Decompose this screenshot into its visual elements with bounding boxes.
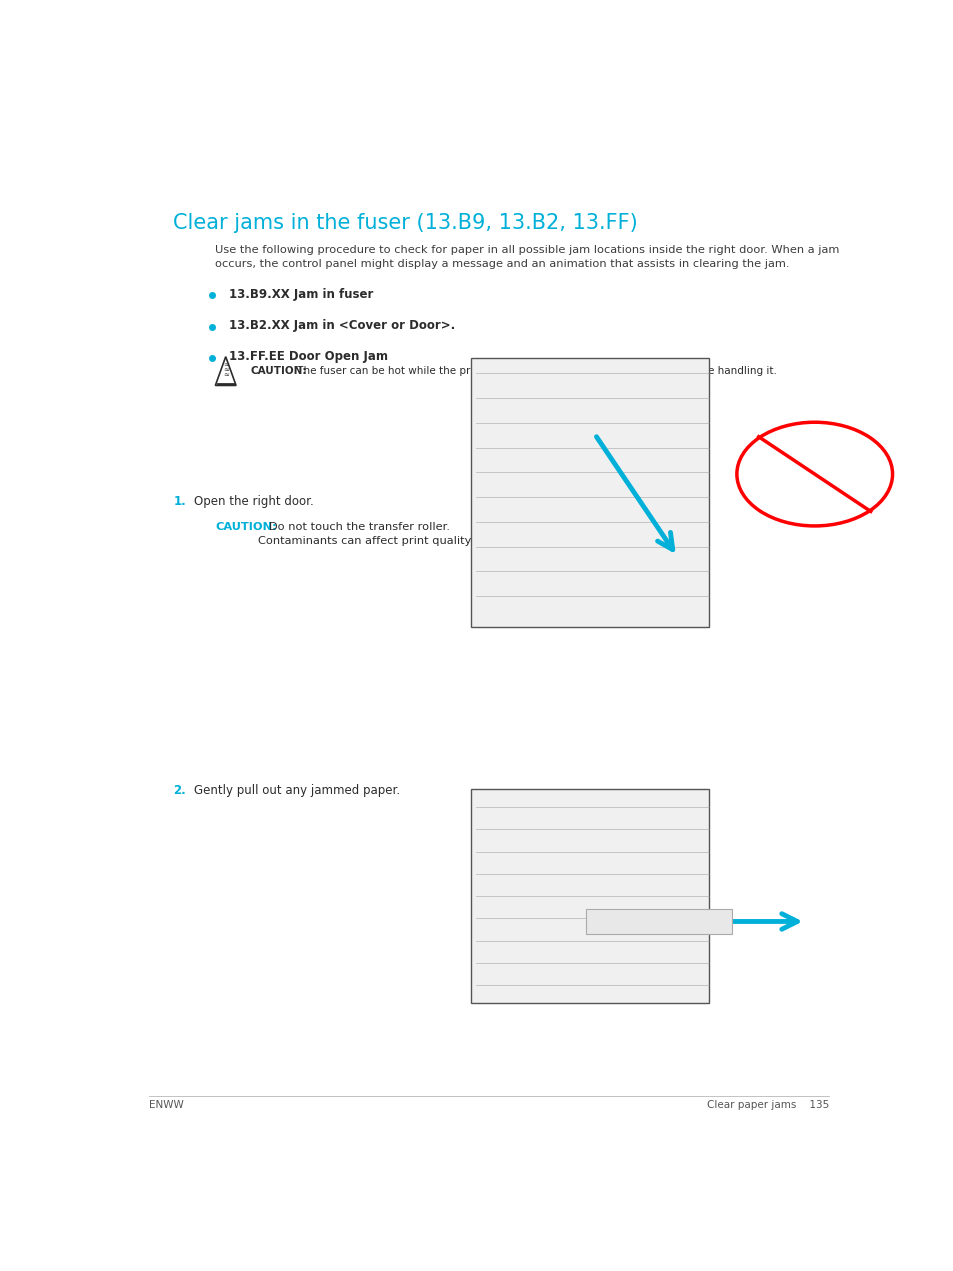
Text: ≈: ≈	[223, 362, 229, 367]
Text: 13.FF.EE Door Open Jam: 13.FF.EE Door Open Jam	[229, 351, 387, 364]
Text: Open the right door.: Open the right door.	[193, 494, 314, 508]
Text: ≈: ≈	[223, 367, 229, 372]
FancyBboxPatch shape	[471, 789, 709, 1003]
Text: CAUTION:: CAUTION:	[215, 522, 276, 533]
Circle shape	[736, 422, 892, 526]
FancyBboxPatch shape	[471, 358, 709, 627]
Text: Do not touch the transfer roller.
Contaminants can affect print quality.: Do not touch the transfer roller. Contam…	[258, 522, 473, 547]
Text: 1.: 1.	[173, 494, 186, 508]
Text: Use the following procedure to check for paper in all possible jam locations ins: Use the following procedure to check for…	[215, 245, 839, 269]
Text: The fuser can be hot while the printer is in use. Wait for the fuser to cool bef: The fuser can be hot while the printer i…	[294, 366, 776, 376]
Text: Clear jams in the fuser (13.B9, 13.B2, 13.FF): Clear jams in the fuser (13.B9, 13.B2, 1…	[173, 214, 638, 233]
Text: CAUTION:: CAUTION:	[251, 366, 307, 376]
Text: Clear paper jams    135: Clear paper jams 135	[706, 1099, 828, 1110]
Text: ≈: ≈	[223, 371, 229, 377]
FancyBboxPatch shape	[585, 909, 732, 934]
Text: 13.B2.XX Jam in <Cover or Door>.: 13.B2.XX Jam in <Cover or Door>.	[229, 319, 455, 332]
Text: 13.B9.XX Jam in fuser: 13.B9.XX Jam in fuser	[229, 287, 373, 300]
Text: Gently pull out any jammed paper.: Gently pull out any jammed paper.	[193, 784, 399, 797]
Text: ENWW: ENWW	[149, 1099, 183, 1110]
Text: 2.: 2.	[173, 784, 186, 797]
